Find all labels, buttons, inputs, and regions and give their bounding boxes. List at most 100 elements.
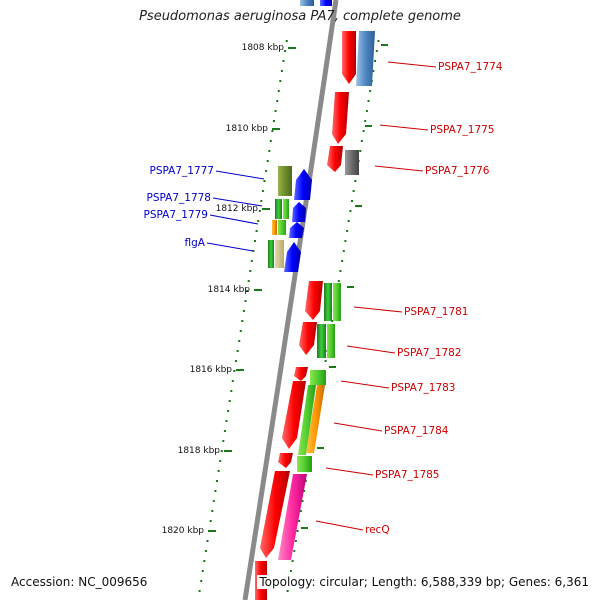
tick-mark [262, 208, 270, 210]
gene-label[interactable]: flgA [185, 237, 206, 249]
gene-label[interactable]: PSPA7_1777 [150, 165, 215, 177]
gene-block[interactable] [345, 150, 359, 175]
gene-arrow[interactable] [284, 242, 301, 272]
guide-dot [299, 510, 302, 512]
guide-dot [341, 260, 344, 262]
gene-block[interactable] [310, 370, 326, 385]
gene-labels: PSPA7_1774 PSPA7_1775 PSPA7_1776 PSPA7_1781… [144, 61, 503, 536]
guide-dot [274, 110, 277, 112]
gene-block[interactable] [278, 166, 292, 196]
tick-mark [329, 366, 336, 368]
guide-dot [303, 490, 306, 492]
tick-label: 1808 kbp [242, 43, 285, 53]
gene-label[interactable]: PSPA7_1778 [147, 192, 212, 204]
gene-block[interactable] [317, 324, 326, 358]
guide-dot [294, 540, 297, 542]
guide-dot [296, 530, 299, 532]
gene-arrow[interactable] [342, 31, 356, 84]
gene-block[interactable] [297, 456, 312, 472]
gene-arrow[interactable] [294, 169, 312, 200]
guide-dot [367, 100, 370, 102]
gene-label[interactable]: PSPA7_1785 [375, 469, 440, 481]
label-leader-line [215, 170, 265, 180]
guide-dot [247, 280, 250, 282]
guide-dot [241, 320, 244, 322]
tick-label: 1812 kbp [216, 204, 259, 214]
guide-dot [225, 420, 228, 422]
guide-dot [217, 470, 220, 472]
tick-mark [272, 128, 280, 130]
guide-dot [269, 140, 272, 142]
gene-block[interactable] [275, 199, 282, 219]
tick-mark [254, 289, 262, 291]
gene-label[interactable]: PSPA7_1783 [391, 382, 456, 394]
guide-dot [235, 360, 237, 362]
label-leader-line [379, 124, 429, 131]
label-leader-line [212, 197, 263, 207]
guide-dot [279, 80, 282, 82]
gene-label[interactable]: PSPA7_1776 [425, 165, 490, 177]
guide-dot [271, 130, 274, 132]
gene-block[interactable] [298, 385, 316, 455]
guide-dot [236, 350, 239, 352]
gene-block[interactable] [283, 199, 289, 219]
gene-block[interactable] [324, 283, 332, 321]
gene-block[interactable] [333, 283, 341, 321]
gene-label[interactable]: PSPA7_1781 [404, 306, 469, 318]
guide-dot [223, 430, 226, 432]
gene-block[interactable] [306, 385, 325, 453]
gene-block[interactable] [327, 324, 335, 358]
guide-dot [337, 280, 340, 282]
gene-arrow[interactable] [292, 202, 306, 222]
gene-label[interactable]: recQ [365, 524, 390, 536]
gene-arrow[interactable] [278, 453, 293, 468]
tick-mark [381, 44, 388, 46]
guide-dot [254, 240, 256, 242]
guide-dot [354, 180, 357, 182]
gene-block[interactable] [320, 0, 332, 6]
gene-label[interactable]: PSPA7_1782 [397, 347, 462, 359]
label-leader-line [374, 165, 424, 172]
guide-dot [200, 580, 203, 582]
label-leader-line [346, 345, 396, 354]
guide-dot [298, 520, 301, 522]
gene-block[interactable] [272, 220, 277, 235]
guide-dot [347, 220, 350, 222]
gene-arrow[interactable] [289, 222, 304, 238]
gene-arrow[interactable] [282, 381, 306, 449]
gene-arrow[interactable] [278, 474, 307, 560]
guide-dot [203, 560, 206, 562]
gene-block[interactable] [268, 240, 274, 268]
guide-dot [233, 370, 236, 372]
gene-block[interactable] [278, 220, 286, 235]
guide-dot [261, 190, 264, 192]
gene-block[interactable] [275, 240, 284, 268]
gene-label[interactable]: PSPA7_1784 [384, 425, 449, 437]
gene-arrow[interactable] [294, 367, 308, 381]
gene-arrow[interactable] [305, 281, 323, 320]
guide-dot [216, 480, 218, 482]
guide-dot [206, 540, 209, 542]
guide-dot [339, 270, 342, 272]
gene-label[interactable]: PSPA7_1774 [438, 61, 503, 73]
guide-dot [360, 140, 363, 142]
guide-dot [280, 70, 283, 72]
guide-dot [291, 560, 294, 562]
guide-dot [211, 510, 214, 512]
gene-label[interactable]: PSPA7_1775 [430, 124, 495, 136]
guide-dot [239, 330, 242, 332]
gene-label[interactable]: PSPA7_1779 [144, 209, 209, 221]
guide-dot [349, 210, 352, 212]
tick-mark [236, 369, 244, 371]
gene-arrow[interactable] [299, 322, 317, 355]
gene-arrow[interactable] [356, 31, 375, 86]
guide-dot [331, 320, 334, 322]
gene-arrow[interactable] [332, 92, 349, 144]
gene-arrow[interactable] [327, 146, 343, 172]
gene-block[interactable] [300, 0, 314, 6]
tick-marks: 1808 kbp 1810 kbp 1812 kbp 1814 kbp 1816 kbp… [162, 43, 388, 536]
guide-dot [266, 160, 269, 162]
tick-label: 1820 kbp [162, 526, 205, 536]
gene-arrow[interactable] [260, 471, 290, 558]
